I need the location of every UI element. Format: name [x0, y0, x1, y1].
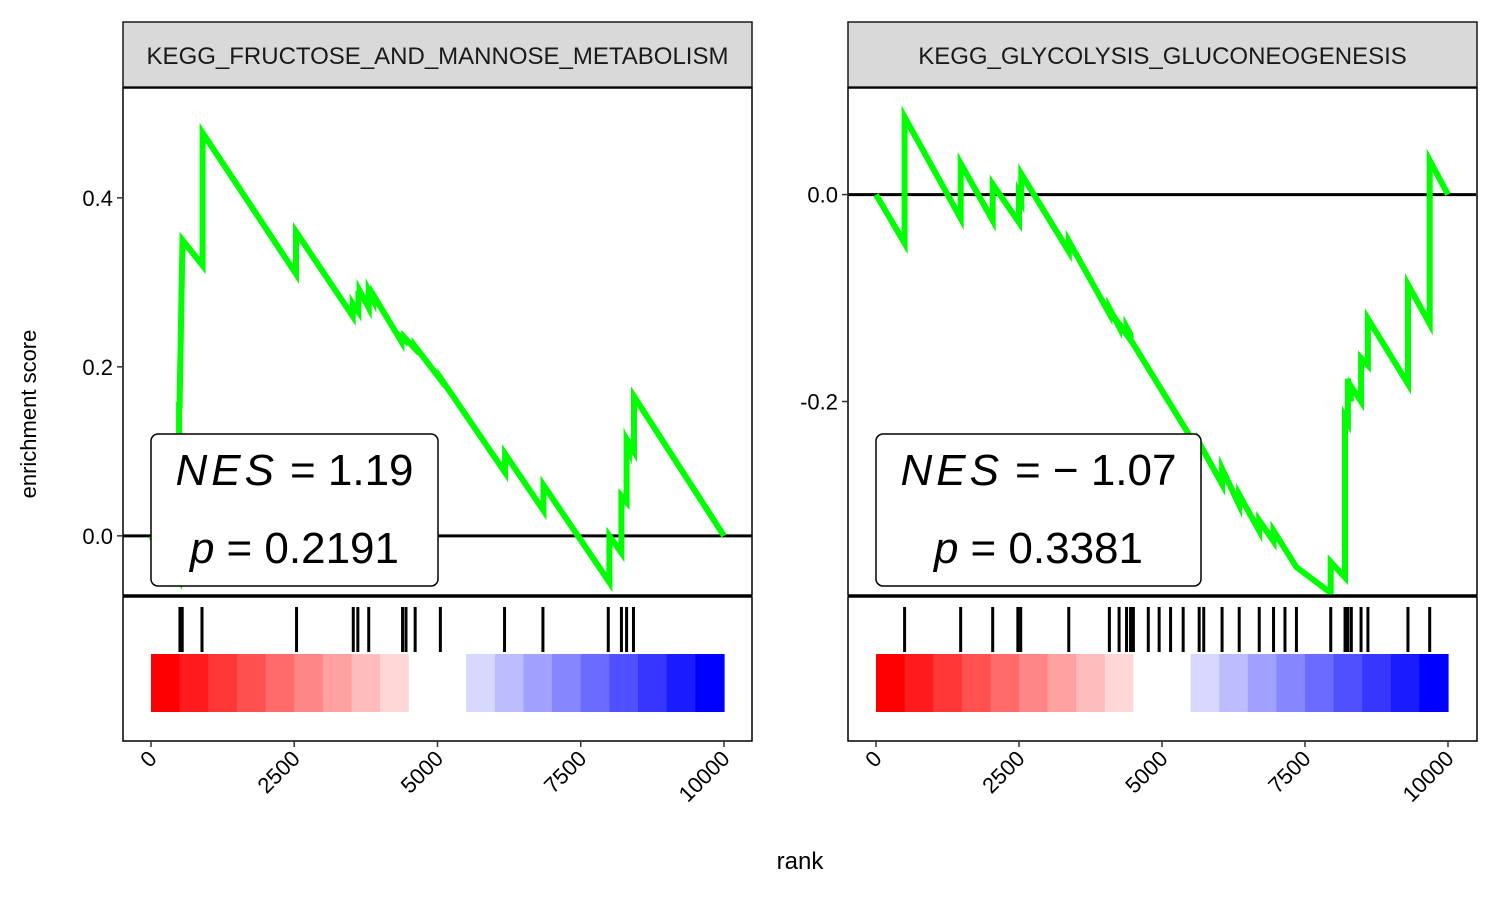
x-tick-label: 10000 [674, 746, 735, 807]
p-value: = 0.3381 [970, 524, 1143, 573]
gradient-cell [876, 654, 906, 712]
gradient-cell [265, 654, 295, 712]
gradient-cell [1162, 654, 1192, 712]
gradient-cell [695, 654, 725, 712]
facet-strip-label: KEGG_FRUCTOSE_AND_MANNOSE_METABOLISM [147, 43, 729, 70]
nes-label: NES [175, 446, 277, 495]
gradient-cell [380, 654, 410, 712]
gradient-cell [408, 654, 439, 712]
gradient-cell [1104, 654, 1134, 712]
x-tick-label: 0 [860, 746, 886, 772]
gradient-cell [208, 654, 238, 712]
y-axis-title: enrichment score [16, 330, 41, 499]
gradient-cell [1305, 654, 1335, 712]
x-tick-label: 0 [135, 746, 161, 772]
gradient-cell [552, 654, 582, 712]
nes-text: NES = − 1.07 [901, 446, 1177, 495]
hit-marks [178, 607, 635, 652]
gradient-cell [437, 654, 467, 712]
gradient-cell [236, 654, 267, 712]
gradient-cell [666, 654, 696, 712]
gradient-cell [494, 654, 525, 712]
gradient-cell [351, 654, 381, 712]
gradient-cell [1133, 654, 1163, 712]
nes-value: = − 1.07 [1015, 446, 1176, 495]
gradient-cell [1362, 654, 1392, 712]
nes-text: NES = 1.19 [175, 446, 413, 495]
x-axis: 0 2500 5000 7500 10000 [860, 741, 1459, 807]
p-value: = 0.2191 [226, 524, 399, 573]
gradient-cell [151, 654, 181, 712]
x-tick-label: 5000 [396, 746, 448, 798]
stats-box [150, 433, 439, 587]
gradient-cell [1419, 654, 1449, 712]
x-tick-label: 10000 [1398, 746, 1459, 807]
gradient-cell [294, 654, 324, 712]
gradient-cell [609, 654, 639, 712]
p-label: p [188, 524, 214, 573]
hit-marks [903, 607, 1432, 652]
gradient-cell [1276, 654, 1306, 712]
x-tick-label: 5000 [1120, 746, 1172, 798]
gradient-cell [1190, 654, 1220, 712]
y-tick-label: -0.2 [800, 390, 838, 415]
gradient-cell [1047, 654, 1077, 712]
y-axis: 0.0 0.2 0.4 [82, 186, 123, 549]
y-tick-label: 0.0 [807, 183, 838, 208]
gradient-cell [523, 654, 553, 712]
gradient-cell [933, 654, 963, 712]
y-tick-label: 0.0 [82, 524, 113, 549]
y-tick-label: 0.2 [82, 355, 113, 380]
x-axis: 0 2500 5000 7500 10000 [135, 741, 735, 807]
x-axis-title: rank [777, 848, 825, 875]
gradient-cell [961, 654, 991, 712]
plot-content [848, 105, 1476, 595]
stats-annotation: NES = − 1.07 p = 0.3381 [875, 433, 1202, 587]
gradient-cell [1076, 654, 1106, 712]
p-text: p = 0.2191 [188, 524, 399, 573]
facet-strip [847, 21, 1478, 88]
gradient-cell [580, 654, 610, 712]
y-axis: -0.2 0.0 [800, 183, 848, 415]
gradient-cell [1219, 654, 1249, 712]
rank-gradient [151, 654, 725, 712]
gradient-cell [1019, 654, 1049, 712]
gradient-cell [179, 654, 209, 712]
stats-box [875, 433, 1202, 587]
gradient-cell [1333, 654, 1363, 712]
gradient-cell [1247, 654, 1277, 712]
gradient-cell [990, 654, 1020, 712]
gradient-cell [904, 654, 934, 712]
facet-strip [122, 21, 753, 88]
stats-annotation: NES = 1.19 p = 0.2191 [150, 433, 439, 587]
gradient-cell [638, 654, 668, 712]
panel-glycolysis-gluconeogenesis: KEGG_GLYCOLYSIS_GLUCONEOGENESIS NES = − 1… [800, 21, 1478, 807]
p-text: p = 0.3381 [932, 524, 1143, 573]
gradient-cell [1390, 654, 1420, 712]
enrichment-score-line [148, 122, 727, 593]
x-tick-label: 7500 [539, 746, 591, 798]
nes-value: = 1.19 [290, 446, 414, 495]
x-tick-label: 2500 [977, 746, 1029, 798]
panel-fructose-mannose: KEGG_FRUCTOSE_AND_MANNOSE_METABOLISM NES… [82, 21, 753, 807]
rank-gradient [876, 654, 1449, 712]
nes-label: NES [901, 446, 1003, 495]
facet-strip-label: KEGG_GLYCOLYSIS_GLUCONEOGENESIS [918, 43, 1407, 70]
x-tick-label: 7500 [1263, 746, 1315, 798]
gradient-cell [322, 654, 353, 712]
gradient-cell [466, 654, 496, 712]
y-tick-label: 0.4 [82, 186, 113, 211]
x-tick-label: 2500 [252, 746, 304, 798]
enrichment-score-line [873, 105, 1451, 595]
p-label: p [932, 524, 958, 573]
